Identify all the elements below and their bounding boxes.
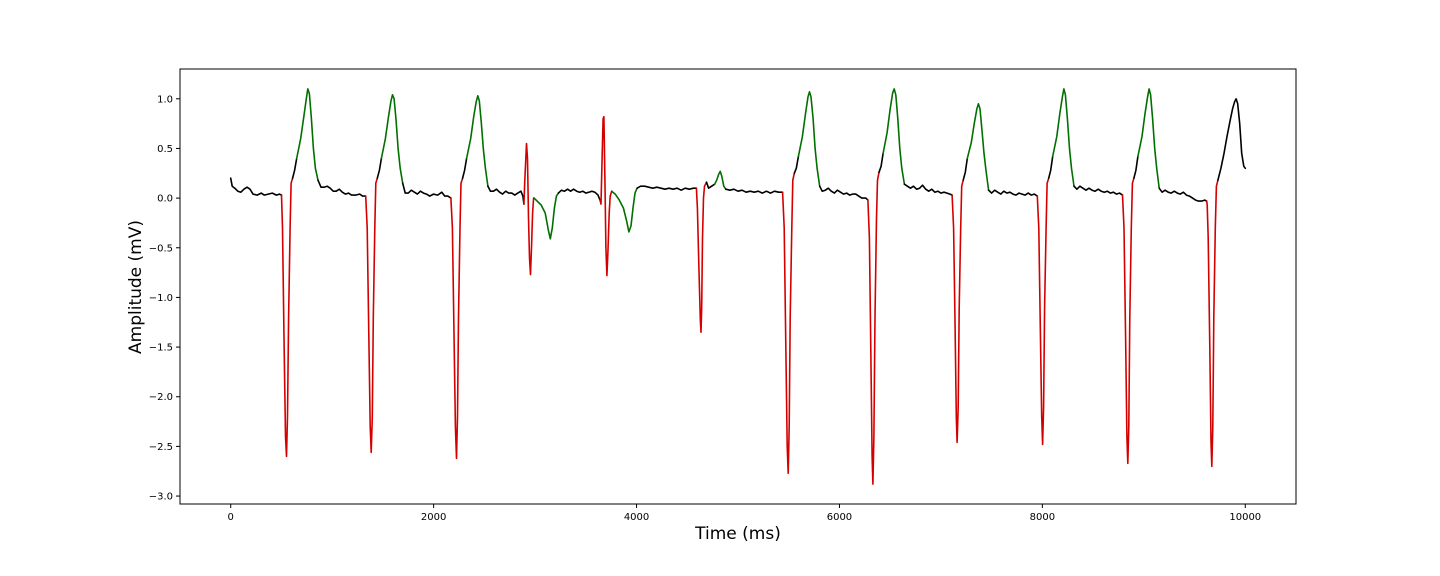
trace-segment-baseline <box>1047 155 1054 179</box>
x-tick-label: 0 <box>228 512 234 523</box>
trace-segment-qrs <box>951 179 965 444</box>
x-tick-label: 6000 <box>827 512 852 523</box>
x-tick-label: 2000 <box>421 512 446 523</box>
y-tick-label: −2.5 <box>149 442 173 453</box>
trace-segment-t_wave <box>1051 88 1075 187</box>
trace-segment-t_wave <box>882 88 906 185</box>
trace-segment-baseline <box>317 179 367 197</box>
plot-frame <box>179 68 1297 505</box>
trace-segment-qrs <box>695 181 708 334</box>
trace-segment-baseline <box>878 152 884 174</box>
y-tick-label: −3.0 <box>149 492 173 503</box>
x-tick-label: 4000 <box>624 512 649 523</box>
trace-segment-baseline <box>461 157 468 179</box>
trace-segment-t_wave <box>465 95 489 187</box>
trace-segment-qrs <box>1121 177 1135 465</box>
y-tick-label: −1.5 <box>149 343 173 354</box>
y-axis-label: Amplitude (mV) <box>126 220 146 354</box>
y-tick-label: 0.0 <box>157 194 173 205</box>
y-tick-label: 0.5 <box>157 144 173 155</box>
y-tick-label: 1.0 <box>157 94 173 105</box>
trace-segment-t_wave <box>966 103 990 191</box>
trace-segment-t_wave <box>713 170 727 190</box>
y-axis-ticks: 1.0 0.5 0.0 −0.5 −1.0 −1.5 −2.0 −2.5 −3.0 <box>149 94 180 503</box>
x-axis-ticks: 0 2000 4000 6000 8000 10000 <box>228 504 1261 523</box>
trace-segment-baseline <box>376 157 383 179</box>
trace-segment-t_wave <box>1137 88 1160 189</box>
trace-segment-t_wave <box>533 192 560 240</box>
y-tick-label: −0.5 <box>149 243 173 254</box>
trace-segment-baseline <box>229 177 283 196</box>
ecg-traces <box>229 88 1247 485</box>
trace-segment-baseline <box>724 188 784 194</box>
trace-segment-baseline <box>987 189 1039 197</box>
trace-segment-t_wave <box>610 187 638 233</box>
trace-segment-qrs <box>1036 177 1050 446</box>
y-tick-label: −2.0 <box>149 392 173 403</box>
trace-segment-baseline <box>903 183 953 196</box>
trace-segment-baseline <box>401 182 452 199</box>
trace-segment-t_wave <box>797 91 821 187</box>
trace-segment-baseline <box>1073 185 1124 196</box>
trace-segment-t_wave <box>380 94 404 184</box>
trace-segment-baseline <box>1217 98 1247 181</box>
trace-segment-qrs <box>364 177 379 454</box>
trace-segment-t_wave <box>295 88 319 181</box>
x-tick-label: 8000 <box>1030 512 1055 523</box>
trace-segment-qrs <box>450 177 464 460</box>
trace-segment-baseline <box>291 157 298 179</box>
trace-segment-qrs <box>781 172 796 475</box>
trace-segment-qrs <box>280 177 294 458</box>
trace-segment-baseline <box>1158 187 1208 202</box>
y-tick-label: −1.0 <box>149 293 173 304</box>
x-axis-label: Time (ms) <box>694 524 781 544</box>
trace-segment-baseline <box>1133 155 1139 179</box>
trace-segment-qrs <box>867 171 880 485</box>
trace-segment-baseline <box>487 185 525 205</box>
trace-segment-baseline <box>705 181 716 189</box>
trace-segment-qrs <box>1205 179 1219 468</box>
trace-segment-qrs <box>523 142 535 276</box>
trace-segment-baseline <box>962 157 969 181</box>
x-tick-label: 10000 <box>1229 512 1261 523</box>
trace-segment-qrs <box>599 115 613 277</box>
trace-segment-baseline <box>557 188 601 201</box>
trace-segment-baseline <box>793 155 800 175</box>
trace-segment-baseline <box>818 185 869 201</box>
trace-segment-baseline <box>636 185 698 191</box>
